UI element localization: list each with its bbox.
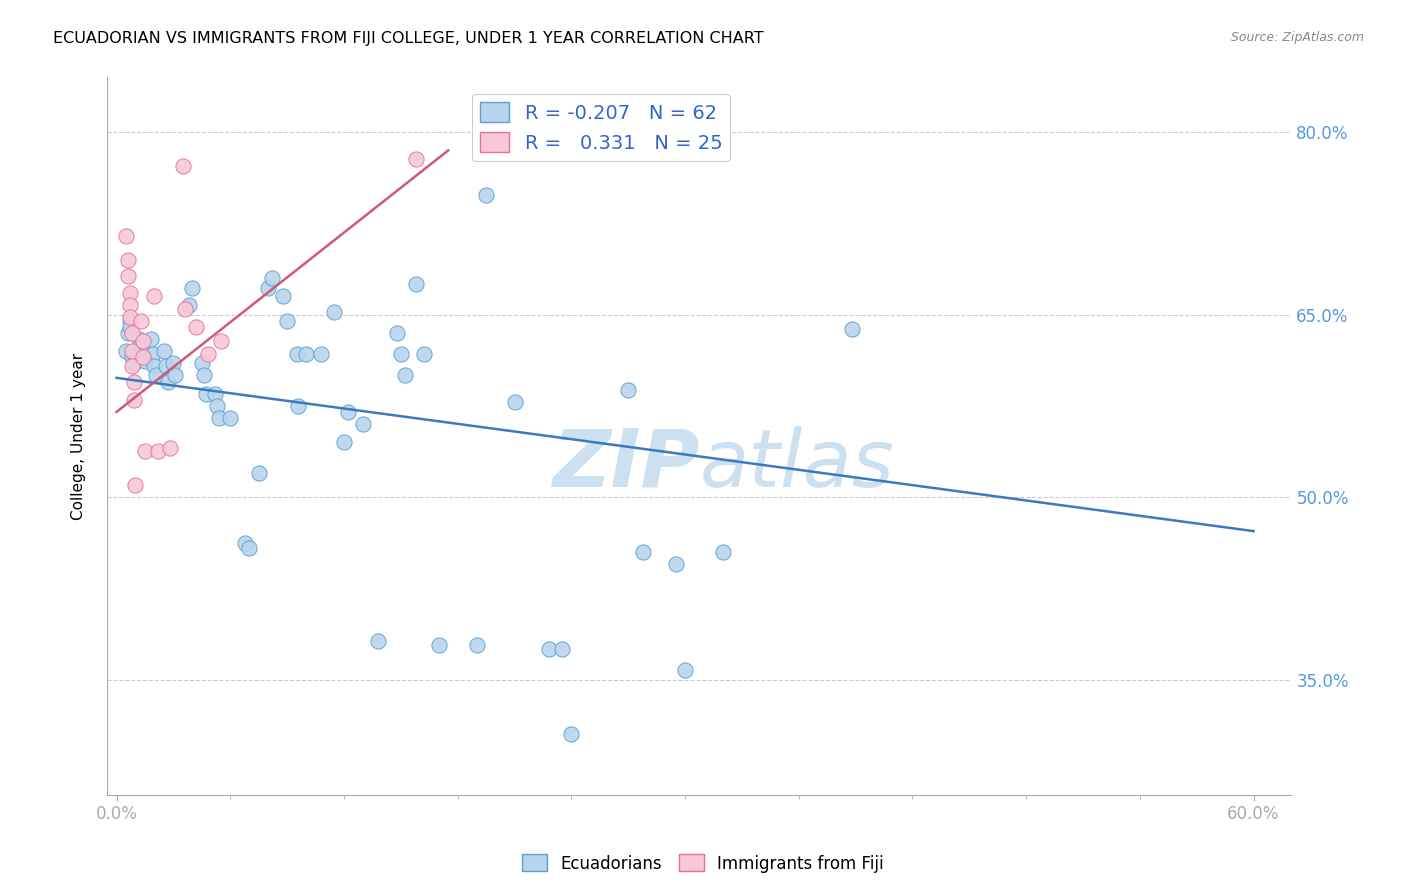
Point xyxy=(273,289,295,303)
Point xyxy=(711,545,734,559)
Point xyxy=(194,386,217,401)
Point xyxy=(134,443,156,458)
Point xyxy=(205,399,228,413)
Point xyxy=(560,727,582,741)
Point xyxy=(475,188,498,202)
Point xyxy=(841,322,863,336)
Point xyxy=(145,368,167,383)
Point xyxy=(204,386,226,401)
Point xyxy=(117,268,139,283)
Point xyxy=(139,332,162,346)
Point xyxy=(389,346,412,360)
Point xyxy=(394,368,416,383)
Point xyxy=(159,442,181,456)
Point xyxy=(333,435,356,450)
Point xyxy=(118,314,141,328)
Point xyxy=(257,281,280,295)
Point xyxy=(155,359,177,373)
Text: Source: ZipAtlas.com: Source: ZipAtlas.com xyxy=(1230,31,1364,45)
Point xyxy=(162,356,184,370)
Point xyxy=(143,289,166,303)
Point xyxy=(122,356,145,370)
Point xyxy=(121,350,143,364)
Legend: R = -0.207   N = 62, R =   0.331   N = 25: R = -0.207 N = 62, R = 0.331 N = 25 xyxy=(472,95,730,161)
Point xyxy=(285,346,308,360)
Point xyxy=(117,326,139,340)
Point xyxy=(208,411,231,425)
Point xyxy=(132,350,155,364)
Point xyxy=(134,354,156,368)
Point xyxy=(118,319,141,334)
Point xyxy=(122,392,145,407)
Point xyxy=(115,344,138,359)
Point xyxy=(427,639,450,653)
Point xyxy=(323,305,346,319)
Point xyxy=(143,359,166,373)
Point xyxy=(177,298,200,312)
Point xyxy=(633,545,655,559)
Point xyxy=(117,252,139,267)
Point xyxy=(128,332,150,346)
Point xyxy=(142,346,165,360)
Point xyxy=(287,399,309,413)
Point xyxy=(148,443,170,458)
Point xyxy=(118,298,141,312)
Point xyxy=(367,633,389,648)
Point xyxy=(153,344,176,359)
Point xyxy=(309,346,332,360)
Point xyxy=(209,334,232,349)
Point xyxy=(118,310,141,324)
Legend: Ecuadorians, Immigrants from Fiji: Ecuadorians, Immigrants from Fiji xyxy=(516,847,890,880)
Point xyxy=(260,271,283,285)
Point xyxy=(465,639,488,653)
Point xyxy=(186,319,208,334)
Point xyxy=(132,346,155,360)
Point xyxy=(235,536,257,550)
Point xyxy=(617,383,640,397)
Point xyxy=(122,375,145,389)
Point xyxy=(352,417,374,431)
Point xyxy=(537,642,560,657)
Point xyxy=(673,663,696,677)
Text: ECUADORIAN VS IMMIGRANTS FROM FIJI COLLEGE, UNDER 1 YEAR CORRELATION CHART: ECUADORIAN VS IMMIGRANTS FROM FIJI COLLE… xyxy=(53,31,763,46)
Point xyxy=(238,541,260,556)
Point xyxy=(551,642,574,657)
Text: atlas: atlas xyxy=(699,426,894,504)
Point xyxy=(412,346,434,360)
Point xyxy=(173,301,195,316)
Point xyxy=(121,326,143,340)
Point xyxy=(129,314,152,328)
Point xyxy=(197,346,219,360)
Point xyxy=(276,314,298,328)
Point xyxy=(156,375,179,389)
Point xyxy=(121,359,143,373)
Y-axis label: College, Under 1 year: College, Under 1 year xyxy=(72,352,86,520)
Point xyxy=(129,338,152,352)
Point xyxy=(121,344,143,359)
Point xyxy=(247,466,270,480)
Point xyxy=(193,368,215,383)
Point xyxy=(219,411,242,425)
Point xyxy=(165,368,187,383)
Point xyxy=(191,356,214,370)
Point xyxy=(132,334,155,349)
Point xyxy=(295,346,318,360)
Point xyxy=(664,557,686,571)
Point xyxy=(503,395,526,409)
Point xyxy=(181,281,204,295)
Point xyxy=(385,326,408,340)
Point xyxy=(118,285,141,300)
Point xyxy=(172,159,194,173)
Point xyxy=(405,277,427,292)
Point xyxy=(405,152,427,166)
Point xyxy=(124,478,146,492)
Point xyxy=(115,228,138,243)
Text: ZIP: ZIP xyxy=(553,426,699,504)
Point xyxy=(336,405,359,419)
